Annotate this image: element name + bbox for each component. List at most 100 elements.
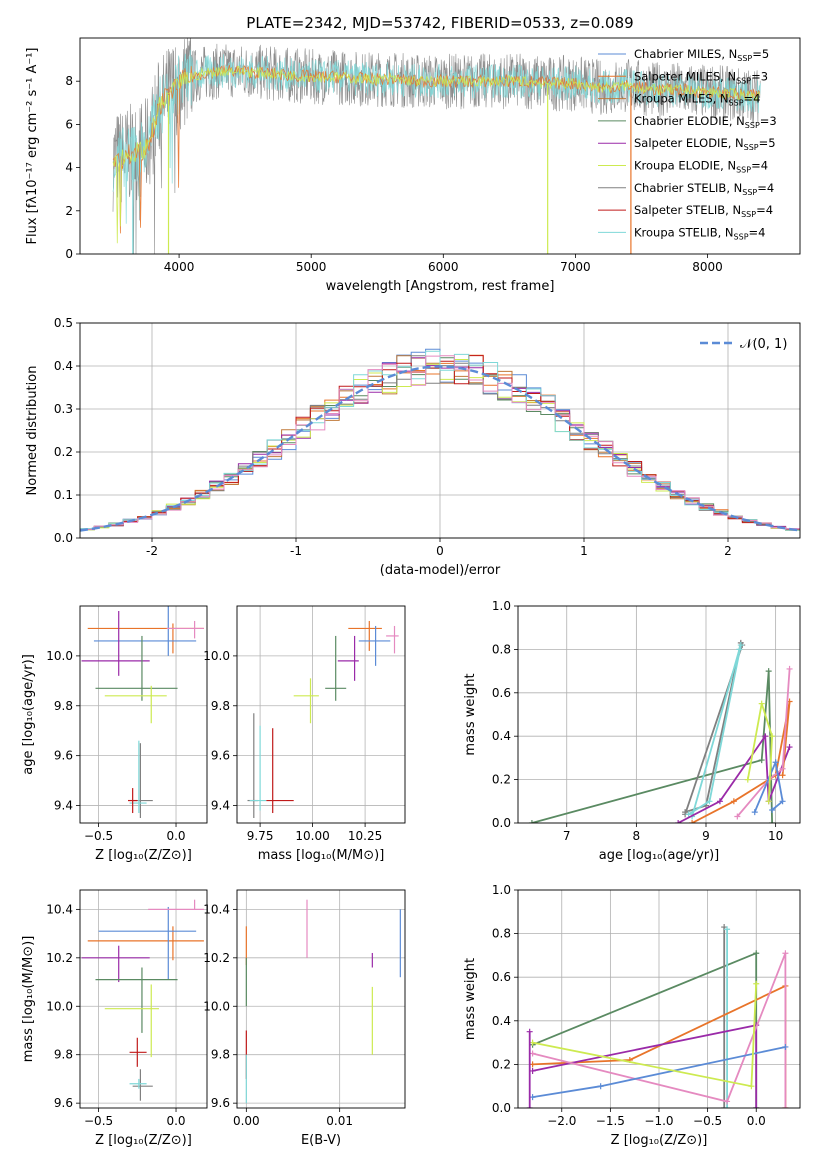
legend-subscript: SSP bbox=[745, 121, 760, 130]
weight-marker bbox=[772, 759, 779, 766]
plot-area-mass_vs_Z bbox=[81, 899, 204, 1101]
y-tick-label: 0.0 bbox=[492, 816, 511, 830]
weight-marker bbox=[765, 668, 772, 675]
y-tick-label: 9.8 bbox=[54, 1048, 73, 1062]
y-tick-label: 0.1 bbox=[54, 488, 73, 502]
x-tick-label: −2.0 bbox=[547, 1114, 576, 1128]
y-tick-label: 9.8 bbox=[54, 699, 73, 713]
axes-spectrum: 4000 5000 6000 7000 8000 0 2 4 6 8 wavelength [Ang… bbox=[25, 37, 801, 294]
x-tick-label: 7000 bbox=[560, 260, 591, 274]
weight-marker bbox=[762, 733, 769, 740]
weight-series-line bbox=[746, 703, 774, 802]
legend-subscript: SSP bbox=[741, 210, 756, 219]
axes-residuals: -2 -1 0 1 2 0.0 0.1 0.2 0.3 0.4 0.5 (data-model)/er… bbox=[25, 316, 801, 578]
weight-marker bbox=[526, 1105, 533, 1108]
weight-marker bbox=[782, 950, 789, 957]
axes-mass_vs_Z: −0.5 0.0 9.6 9.8 10.0 10.2 10.4 Z [log₁₀(Z/Z⊙)]… bbox=[21, 889, 208, 1148]
axes-frame bbox=[236, 605, 406, 824]
x-tick-label: −0.5 bbox=[84, 829, 113, 843]
weight-marker bbox=[528, 820, 535, 823]
legend-suffix: =5 bbox=[759, 136, 776, 150]
x-tick-label: 0.0 bbox=[166, 829, 185, 843]
legend-subscript: SSP bbox=[744, 143, 759, 152]
legend-label: Kroupa ELODIE, NSSP=4 bbox=[634, 159, 768, 175]
plots-container: 4000 5000 6000 7000 8000 0 2 4 6 8 wavelength [Ang… bbox=[21, 37, 801, 1148]
weight-marker bbox=[782, 1043, 789, 1050]
weight-marker bbox=[706, 798, 713, 805]
weight-marker bbox=[716, 798, 723, 805]
x-axis-label: Z [log₁₀(Z/Z⊙)] bbox=[95, 1133, 192, 1148]
y-tick-label: 9.6 bbox=[211, 1096, 230, 1110]
y-tick-label: 2 bbox=[65, 204, 73, 218]
axes-weight_vs_Z: −2.0 −1.5 −1.0 −0.5 0.0 0.0 0.2 0.4 0.6 0.8 1.0 Z [… bbox=[463, 883, 801, 1148]
y-tick-label: 10.0 bbox=[203, 999, 230, 1013]
weight-marker bbox=[685, 811, 692, 818]
x-axis-label: (data-model)/error bbox=[380, 563, 501, 578]
axes-age_vs_mass: 9.75 10.00 10.25 9.4 9.6 9.8 10.0 mass [log₁₀(M… bbox=[203, 605, 406, 863]
x-tick-label: 4000 bbox=[164, 260, 195, 274]
y-axis-label: Flux [fλ10⁻¹⁷ erg cm⁻² s⁻¹ A⁻¹] bbox=[25, 48, 40, 245]
y-tick-label: 10.0 bbox=[46, 649, 73, 663]
x-axis-label: age [log₁₀(age/yr)] bbox=[599, 848, 720, 863]
plot-area-age_vs_mass bbox=[247, 620, 399, 819]
plot-area-age_vs_Z bbox=[81, 606, 204, 819]
y-tick-label: 0.8 bbox=[492, 642, 511, 656]
legend-suffix: =4 bbox=[756, 203, 773, 217]
plot-area-weight_vs_age bbox=[528, 639, 793, 823]
weight-marker bbox=[786, 744, 793, 751]
y-tick-label: 10.2 bbox=[203, 951, 230, 965]
plot-area-mass_vs_EBV bbox=[245, 899, 401, 1104]
axes-age_vs_Z: −0.5 0.0 9.4 9.6 9.8 10.0 Z [log₁₀(Z/Z⊙)] age [… bbox=[21, 605, 208, 863]
spectrum-line-kroupa_elodie bbox=[112, 65, 761, 244]
axes-frame bbox=[517, 605, 801, 824]
legend-suffix: =4 bbox=[757, 181, 774, 195]
weight-marker bbox=[736, 646, 743, 653]
y-tick-label: 0.2 bbox=[54, 445, 73, 459]
x-tick-label: −1.5 bbox=[596, 1114, 625, 1128]
weight-marker bbox=[724, 1098, 731, 1105]
weight-marker bbox=[744, 776, 751, 783]
legend-label: Salpeter ELODIE, NSSP=5 bbox=[634, 136, 776, 152]
weight-marker bbox=[724, 1105, 731, 1108]
weight-series-line bbox=[532, 951, 758, 1108]
y-tick-label: 0.4 bbox=[492, 1014, 511, 1028]
axes-frame bbox=[236, 889, 406, 1109]
y-tick-label: 1.0 bbox=[492, 883, 511, 897]
weight-marker bbox=[753, 1105, 760, 1108]
y-axis-label: mass weight bbox=[463, 958, 478, 1040]
x-tick-label: 0 bbox=[436, 544, 444, 558]
legend-subscript: SSP bbox=[737, 54, 752, 63]
axes-frame bbox=[517, 889, 801, 1109]
weight-marker bbox=[769, 806, 776, 813]
plot-area-weight_vs_Z bbox=[526, 924, 789, 1108]
weight-marker bbox=[753, 980, 760, 987]
y-tick-label: 10.2 bbox=[46, 951, 73, 965]
legend-subscript: SSP bbox=[736, 76, 751, 85]
normal-curve bbox=[80, 365, 800, 532]
y-tick-label: 0.0 bbox=[492, 1101, 511, 1115]
weight-marker bbox=[782, 1105, 789, 1108]
legend-suffix: =5 bbox=[752, 47, 769, 61]
axes-frame bbox=[79, 322, 801, 539]
y-tick-label: 0 bbox=[65, 247, 73, 261]
weight-marker bbox=[779, 798, 786, 805]
plot-area-spectrum bbox=[112, 38, 761, 254]
y-tick-label: 10.4 bbox=[203, 902, 230, 916]
y-tick-label: 0.3 bbox=[54, 402, 73, 416]
x-tick-label: -2 bbox=[146, 544, 158, 558]
figure-title: PLATE=2342, MJD=53742, FIBERID=0533, z=0… bbox=[246, 14, 633, 32]
weight-series-line bbox=[532, 1024, 758, 1108]
spectrum-legend: Chabrier MILES, NSSP=5 Salpeter MILES, NS… bbox=[598, 47, 777, 241]
y-tick-label: 9.4 bbox=[54, 799, 73, 813]
y-tick-label: 9.6 bbox=[54, 1096, 73, 1110]
weight-marker bbox=[597, 1083, 604, 1090]
legend-suffix: =4 bbox=[744, 92, 761, 106]
x-axis-label: Z [log₁₀(Z/Z⊙)] bbox=[95, 848, 192, 863]
legend-suffix: =4 bbox=[749, 225, 766, 239]
y-tick-label: 10.0 bbox=[203, 649, 230, 663]
weight-marker bbox=[737, 642, 744, 649]
y-tick-label: 8 bbox=[65, 74, 73, 88]
y-tick-label: 0.0 bbox=[54, 531, 73, 545]
y-tick-label: 0.4 bbox=[492, 729, 511, 743]
